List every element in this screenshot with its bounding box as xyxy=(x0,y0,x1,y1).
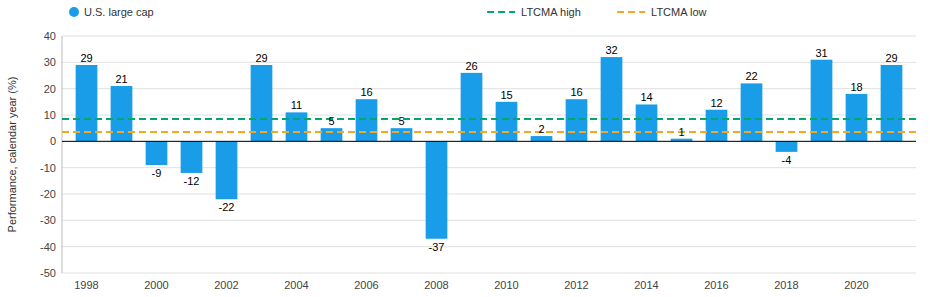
x-tick-label: 2006 xyxy=(354,279,378,291)
data-label: 32 xyxy=(605,44,617,56)
bar xyxy=(706,110,728,142)
x-tick-label: 1998 xyxy=(74,279,98,291)
data-label: 29 xyxy=(885,52,897,64)
chart: -50 -40 -30 -20 -10 0 10 20 30 40 Performance, cal… xyxy=(0,0,930,297)
y-tick-label: 20 xyxy=(44,83,56,95)
y-tick-label: -10 xyxy=(40,162,56,174)
bar xyxy=(321,128,343,141)
bar xyxy=(776,141,798,152)
grid-line xyxy=(62,88,916,89)
legend-swatch xyxy=(617,11,645,13)
y-axis-label: Performance, calendar year (%) xyxy=(6,77,18,233)
legend-swatch xyxy=(487,11,515,13)
data-label: 12 xyxy=(710,97,722,109)
data-label: 18 xyxy=(850,81,862,93)
bar xyxy=(636,104,658,141)
bar xyxy=(146,141,168,165)
bar xyxy=(391,128,413,141)
bar xyxy=(76,65,98,141)
y-tick-label: 0 xyxy=(50,135,56,147)
data-label: 26 xyxy=(465,60,477,72)
y-tick-label: -40 xyxy=(40,241,56,253)
data-label: -9 xyxy=(152,167,162,179)
y-axis-line xyxy=(62,36,63,273)
grid-line xyxy=(62,141,916,142)
data-label: 1 xyxy=(678,126,684,138)
x-tick-label: 2018 xyxy=(774,279,798,291)
bar xyxy=(461,73,483,141)
data-label: 22 xyxy=(745,70,757,82)
bar xyxy=(601,57,623,141)
legend-label: U.S. large cap xyxy=(84,6,154,18)
grid-line xyxy=(62,220,916,221)
y-tick-label: 10 xyxy=(44,109,56,121)
bar xyxy=(286,112,308,141)
bar xyxy=(426,141,448,238)
bar xyxy=(496,102,518,142)
y-tick-label: 40 xyxy=(44,30,56,42)
x-tick-label: 2014 xyxy=(634,279,658,291)
x-tick-label: 2008 xyxy=(424,279,448,291)
grid-line xyxy=(62,273,916,274)
grid-line xyxy=(62,246,916,247)
reference-line xyxy=(62,118,916,120)
legend-label: LTCMA low xyxy=(651,6,706,18)
reference-line xyxy=(62,131,916,133)
grid-line xyxy=(62,36,916,37)
data-label: -37 xyxy=(429,241,445,253)
bar xyxy=(181,141,203,173)
bar xyxy=(846,94,868,141)
bar xyxy=(251,65,273,141)
x-tick-label: 2016 xyxy=(704,279,728,291)
data-label: 5 xyxy=(328,115,334,127)
grid-line xyxy=(62,194,916,195)
grid-line xyxy=(62,115,916,116)
data-label: 29 xyxy=(255,52,267,64)
grid-line xyxy=(62,62,916,63)
data-label: 16 xyxy=(570,86,582,98)
bar xyxy=(881,65,903,141)
y-tick-label: -50 xyxy=(40,267,56,279)
y-tick-label: -30 xyxy=(40,214,56,226)
zero-line xyxy=(62,141,916,142)
data-label: -4 xyxy=(782,154,792,166)
bar xyxy=(566,99,588,141)
data-label: 5 xyxy=(398,115,404,127)
x-tick-label: 2004 xyxy=(284,279,308,291)
x-tick-label: 2002 xyxy=(214,279,238,291)
bar xyxy=(356,99,378,141)
data-label: 15 xyxy=(500,89,512,101)
data-label: -12 xyxy=(184,175,200,187)
x-tick-label: 2010 xyxy=(494,279,518,291)
data-label: 31 xyxy=(815,47,827,59)
grid xyxy=(62,36,916,273)
data-label: 29 xyxy=(80,52,92,64)
data-label: 2 xyxy=(538,123,544,135)
data-label: 16 xyxy=(360,86,372,98)
data-label: 21 xyxy=(115,73,127,85)
bar xyxy=(531,136,553,141)
data-label: 11 xyxy=(291,99,302,111)
bar xyxy=(216,141,238,199)
plot-area xyxy=(62,57,916,239)
x-tick-label: 2020 xyxy=(844,279,868,291)
bar xyxy=(811,60,833,142)
x-tick-label: 2012 xyxy=(564,279,588,291)
data-label: -22 xyxy=(219,201,235,213)
y-tick-label: -20 xyxy=(40,188,56,200)
data-label: 14 xyxy=(640,91,652,103)
y-tick-label: 30 xyxy=(44,56,56,68)
x-tick-label: 2000 xyxy=(144,279,168,291)
legend: U.S. large cap LTCMA high LTCMA low xyxy=(69,6,707,18)
legend-swatch xyxy=(69,7,79,17)
legend-label: LTCMA high xyxy=(521,6,581,18)
